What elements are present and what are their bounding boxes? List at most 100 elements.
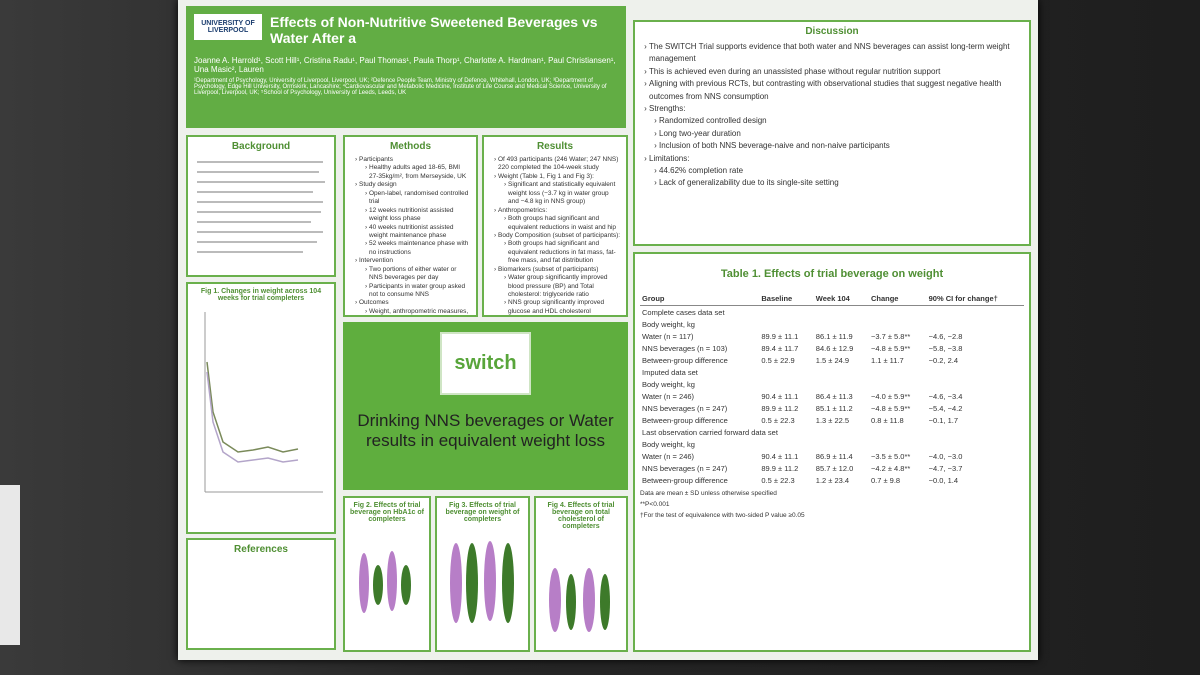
table-cell: 90.4 ± 11.1 <box>761 451 799 461</box>
column-header: Week 104 <box>813 292 869 306</box>
table-row: Water (n = 117) 89.9 ± 11.1 86.1 ± 11.9 −3.… <box>640 330 1024 342</box>
bullet-text: This is achieved even during an unassist… <box>649 66 941 76</box>
bullet-text: Participants <box>359 156 393 163</box>
table-cell: −0.1, 1.7 <box>928 415 959 425</box>
sub-list: Significant and statistically equivalent… <box>498 181 621 206</box>
heading: Discussion <box>805 26 859 37</box>
table-note: **P<0.001 <box>640 501 670 508</box>
sub-list: Healthy adults aged 18-65, BMI 27-35kg/m… <box>359 164 471 181</box>
sub-bullet: Weight, anthropometric measures, glycaem… <box>369 308 471 315</box>
illegible-text <box>197 161 325 253</box>
heading: References <box>234 544 288 555</box>
table-cell: 0.8 ± 11.8 <box>870 415 904 425</box>
figure-box: Fig 4. Effects of trial beverage on tota… <box>534 496 628 652</box>
sub-bullet: Participants in water group asked not to… <box>369 283 471 300</box>
table-cell: 85.7 ± 12.0 <box>815 463 854 473</box>
table-cell: Water (n = 246) <box>642 391 695 401</box>
table-cell: 89.9 ± 11.1 <box>761 331 799 341</box>
sub-list: Weight, anthropometric measures, glycaem… <box>359 308 471 315</box>
sub-list: Water group significantly improved blood… <box>498 274 621 315</box>
sub-bullet: 40 weeks nutritionist assisted weight ma… <box>369 224 471 241</box>
sub-bullet: Long two-year duration <box>659 128 1024 140</box>
table-cell: 89.9 ± 11.2 <box>761 463 799 473</box>
bullet: Limitations: 44.62% completion rateLack o… <box>649 153 1024 190</box>
table-cell: −4.0, −3.0 <box>928 451 963 461</box>
background-box: Background <box>186 135 336 277</box>
bullet: The SWITCH Trial supports evidence that … <box>649 41 1024 66</box>
column-header: Change <box>868 292 927 306</box>
authors: Joanne A. Harrold¹, Scott Hill¹, Cristin… <box>194 56 616 74</box>
bullet-text: Aligning with previous RCTs, but contras… <box>649 79 1002 101</box>
adjacent-board <box>0 485 20 645</box>
table-cell: 0.5 ± 22.3 <box>761 415 795 425</box>
sub-bullet: Lack of generalizability due to its sing… <box>659 177 1024 189</box>
sub-list: Open-label, randomised controlled trial1… <box>359 190 471 258</box>
table-cell: −4.2 ± 4.8** <box>870 463 911 473</box>
table-cell: Water (n = 117) <box>642 331 694 341</box>
violin-plot <box>549 568 610 632</box>
sub-bullet: 44.62% completion rate <box>659 165 1024 177</box>
bullet-text: Biomarkers (subset of participants) <box>498 265 599 273</box>
bullet: Biomarkers (subset of participants)Water… <box>498 265 621 315</box>
bullet-text: Body Composition (subset of participants… <box>498 231 621 239</box>
sub-bullet: Significant and statistically equivalent… <box>508 181 621 206</box>
column-header: 90% CI for change† <box>926 292 1024 306</box>
table-row: NNS beverages (n = 247) 89.9 ± 11.2 85.1 ±… <box>640 402 1024 414</box>
bullet-text: Intervention <box>359 257 393 265</box>
table-cell: Between-group difference <box>642 355 728 365</box>
sub-list: 44.62% completion rateLack of generaliza… <box>649 165 1024 190</box>
table-cell: 0.5 ± 22.3 <box>761 475 795 485</box>
table-cell: −4.6, −2.8 <box>928 331 963 341</box>
bullet: Study designOpen-label, randomised contr… <box>359 181 471 257</box>
column-header: Group <box>640 292 760 306</box>
table-box: Table 1. Effects of trial beverage on we… <box>633 252 1031 652</box>
sub-bullet: Randomized controlled design <box>659 115 1024 127</box>
table-cell: Between-group difference <box>642 475 728 485</box>
heading: Methods <box>389 141 432 152</box>
figure-caption: Fig 1. Changes in weight across 104 week… <box>200 288 322 302</box>
table-cell: 84.6 ± 12.9 <box>815 343 854 353</box>
table-cell: Body weight, kg <box>642 379 695 389</box>
table-row: Body weight, kg <box>640 318 1024 330</box>
table-cell: NNS beverages (n = 103) <box>642 343 728 353</box>
sub-bullet: Open-label, randomised controlled trial <box>369 190 471 207</box>
table-cell: NNS beverages (n = 247) <box>642 403 728 413</box>
heading: Results <box>536 141 574 152</box>
sub-bullet: Water group significantly improved blood… <box>508 274 621 299</box>
poster-title: Effects of Non-Nutritive Sweetened Bever… <box>270 14 598 46</box>
table-cell: Complete cases data set <box>642 307 725 317</box>
table-cell: −4.8 ± 5.9** <box>870 403 911 413</box>
table-cell: −4.7, −3.7 <box>928 463 963 473</box>
table-cell: Body weight, kg <box>642 439 695 449</box>
table-cell: 86.4 ± 11.3 <box>815 391 853 401</box>
table-notes: Data are mean ± SD unless otherwise spec… <box>640 490 1024 519</box>
table-cell: 1.2 ± 23.4 <box>815 475 850 485</box>
table-cell: 0.7 ± 9.8 <box>870 475 901 485</box>
table-cell: 1.3 ± 22.5 <box>815 415 850 425</box>
methods-box: Methods ParticipantsHealthy adults aged … <box>343 135 478 317</box>
sub-bullet: Both groups had significant and equivale… <box>508 240 621 265</box>
bullet-text: The SWITCH Trial supports evidence that … <box>649 42 1010 64</box>
table-row: NNS beverages (n = 247) 89.9 ± 11.2 85.7 ±… <box>640 462 1024 474</box>
bullet: Strengths: Randomized controlled designLo… <box>649 103 1024 153</box>
table-cell: 89.9 ± 11.2 <box>761 403 799 413</box>
figure-caption: Fig 2. Effects of trial beverage on HbA1… <box>350 502 424 523</box>
table-row: Water (n = 246) 90.4 ± 11.1 86.9 ± 11.4 −3.… <box>640 450 1024 462</box>
table-cell: −5.4, −4.2 <box>928 403 963 413</box>
table-cell: 0.5 ± 22.9 <box>761 355 795 365</box>
table-note: †For the test of equivalence with two-si… <box>640 512 805 519</box>
table-row: Between-group difference 0.5 ± 22.9 1.5 ± … <box>640 354 1024 366</box>
figure-box: Fig 2. Effects of trial beverage on HbA1… <box>343 496 431 652</box>
list: The SWITCH Trial supports evidence that … <box>640 41 1024 190</box>
table-cell: −0.2, 2.4 <box>928 355 959 365</box>
bullet: Of 493 participants (246 Water; 247 NNS)… <box>498 156 621 173</box>
violin-plot <box>359 551 411 613</box>
sub-bullet: 12 weeks nutritionist assisted weight lo… <box>369 207 471 224</box>
references-box: References <box>186 538 336 650</box>
bullet-text: Anthropometrics: <box>498 206 548 214</box>
sub-bullet: Inclusion of both NNS beverage-naive and… <box>659 140 1024 152</box>
table-row: NNS beverages (n = 103) 89.4 ± 11.7 84.6 ±… <box>640 342 1024 354</box>
results-table: Group Baseline Week 104 Change 90% CI for ch… <box>640 292 1024 486</box>
table-cell: −3.7 ± 5.8** <box>870 331 911 341</box>
table-cell: Last observation carried forward data se… <box>642 427 778 437</box>
